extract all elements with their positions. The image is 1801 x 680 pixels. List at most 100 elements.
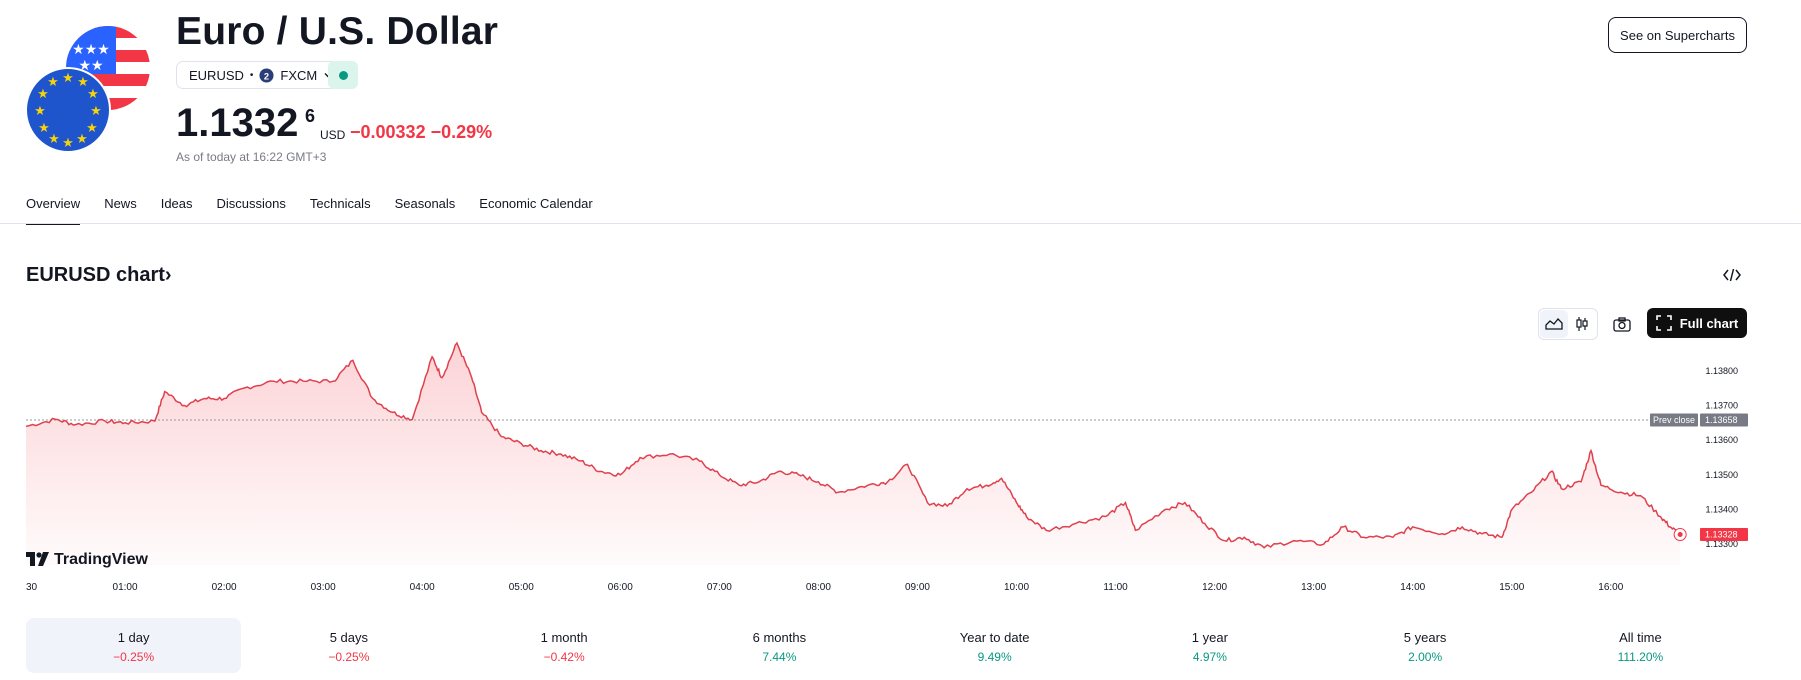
svg-text:★: ★ <box>62 70 74 85</box>
last-price: 1.1332 <box>176 101 299 145</box>
period-label: 6 months <box>752 630 807 645</box>
chart-heading-text: EURUSD chart <box>26 264 165 286</box>
svg-text:★: ★ <box>76 131 88 146</box>
period-change: 111.20% <box>1617 650 1664 664</box>
performance-periods: 1 day −0.25% 5 days −0.25% 1 month −0.42% 6 mo… <box>26 618 1748 673</box>
us-flag-icon: ★★★ ★★ <box>66 26 150 110</box>
chevron-right-icon: › <box>164 264 172 286</box>
tab-overview[interactable]: Overview <box>26 196 81 225</box>
period-label: 1 year <box>1191 630 1228 645</box>
svg-text:★: ★ <box>34 103 46 118</box>
page-title: Euro / U.S. Dollar <box>176 10 499 53</box>
period-change: −0.42% <box>543 650 585 664</box>
period-label: Year to date <box>959 630 1030 645</box>
period-change: −0.25% <box>113 650 155 664</box>
svg-text:★: ★ <box>38 120 50 135</box>
exchange-logo-icon: 2 <box>259 67 274 83</box>
period-button-6-months[interactable]: 6 months 7.44% <box>672 618 887 673</box>
candles-style-button[interactable] <box>1568 310 1596 338</box>
tab-discussions[interactable]: Discussions <box>216 196 286 211</box>
chart-toolbar <box>1538 308 1636 340</box>
price-line <box>25 341 1681 549</box>
x-tick-label: 03:00 <box>311 582 336 593</box>
symbol-label: EURUSD <box>189 67 244 83</box>
period-label: 5 days <box>329 630 369 645</box>
period-button-5-years[interactable]: 5 years 2.00% <box>1318 618 1533 673</box>
tradingview-logo[interactable]: TradingView <box>26 551 149 568</box>
price-chart[interactable]: 1.13800 1.13700 1.13600 1.13500 1.13400 1.133… <box>0 340 1801 600</box>
y-tick-label: 1.13500 <box>1705 470 1738 480</box>
period-change: 9.49% <box>977 650 1012 664</box>
y-tick-label: 1.13600 <box>1705 435 1738 445</box>
period-button-1-year[interactable]: 1 year 4.97% <box>1102 618 1317 673</box>
embed-code-icon[interactable] <box>1722 266 1742 284</box>
last-price-value: 1.13328 <box>1705 529 1738 539</box>
tabs-divider <box>0 223 1801 224</box>
period-button-1-day[interactable]: 1 day −0.25% <box>26 618 242 673</box>
tab-technicals[interactable]: Technicals <box>309 196 371 211</box>
tradingview-brand: TradingView <box>54 551 149 568</box>
x-tick-label: 07:00 <box>707 582 732 593</box>
svg-text:★★: ★★ <box>78 57 103 73</box>
period-label: 1 day <box>117 630 150 645</box>
as-of-timestamp: As of today at 16:22 GMT+3 <box>176 150 327 164</box>
tradingview-logo-icon <box>26 552 49 566</box>
area-style-button[interactable] <box>1540 310 1568 338</box>
last-price-tag: 1.13328 <box>1673 527 1748 541</box>
screenshot-button[interactable] <box>1608 310 1636 338</box>
svg-text:★: ★ <box>86 120 98 135</box>
svg-text:2: 2 <box>264 71 269 81</box>
period-button-5-days[interactable]: 5 days −0.25% <box>241 618 456 673</box>
x-tick-label: 02:00 <box>212 582 237 593</box>
y-tick-label: 1.13300 <box>1705 539 1738 549</box>
svg-text:★★★: ★★★ <box>72 41 110 57</box>
x-tick-label: 16:00 <box>1598 582 1623 593</box>
tab-seasonals[interactable]: Seasonals <box>394 196 456 211</box>
symbol-selector[interactable]: EURUSD • 2 FXCM <box>176 61 347 89</box>
x-tick-label: 01:00 <box>113 582 138 593</box>
svg-text:★: ★ <box>47 74 59 89</box>
market-status-button[interactable] <box>328 61 358 89</box>
period-change: 7.44% <box>762 650 797 664</box>
svg-text:★: ★ <box>37 86 49 101</box>
price-area-fill <box>26 343 1681 565</box>
tab-news[interactable]: News <box>104 196 137 211</box>
candles-icon <box>1576 317 1588 331</box>
svg-text:★: ★ <box>77 74 89 89</box>
market-open-dot-icon <box>338 70 348 80</box>
svg-text:★: ★ <box>48 131 60 146</box>
svg-text:★: ★ <box>87 86 99 101</box>
currency-pair-flags: ★★★ ★★ ★ ★ ★ ★ ★ ★ ★ ★ ★ ★ ★ ★ <box>25 26 150 153</box>
eu-flag-icon: ★ ★ ★ ★ ★ ★ ★ ★ ★ ★ ★ ★ <box>25 67 111 153</box>
prev-close-value: 1.13658 <box>1705 415 1738 425</box>
tab-ideas[interactable]: Ideas <box>160 196 193 211</box>
see-on-supercharts-button[interactable]: See on Supercharts <box>1608 17 1747 53</box>
x-tick-label: 05:00 <box>509 582 534 593</box>
tab-economic-calendar[interactable]: Economic Calendar <box>479 196 593 211</box>
y-tick-label: 1.13700 <box>1705 400 1738 410</box>
x-tick-label: 15:00 <box>1499 582 1524 593</box>
svg-text:★: ★ <box>90 103 102 118</box>
x-tick-label: 13:00 <box>1301 582 1326 593</box>
x-tick-label: 14:00 <box>1400 582 1425 593</box>
period-label: 5 years <box>1403 630 1447 645</box>
period-button-1-month[interactable]: 1 month −0.42% <box>457 618 672 673</box>
x-tick-label: 30 <box>26 582 38 593</box>
separator-dot: • <box>249 69 254 81</box>
full-chart-button[interactable]: Full chart <box>1647 308 1747 338</box>
svg-text:★: ★ <box>62 135 74 150</box>
period-button-year-to-date[interactable]: Year to date 9.49% <box>887 618 1102 673</box>
area-chart-icon <box>1545 318 1563 330</box>
chart-heading-link[interactable]: EURUSD chart› <box>26 264 172 287</box>
price-change: −0.00332 −0.29% <box>350 122 493 142</box>
x-tick-label: 04:00 <box>410 582 435 593</box>
price-currency: USD <box>320 128 346 142</box>
period-button-all-time[interactable]: All time 111.20% <box>1533 618 1748 673</box>
period-label: All time <box>1619 630 1662 645</box>
x-tick-label: 06:00 <box>608 582 633 593</box>
chart-style-toggle <box>1538 308 1598 340</box>
fullscreen-icon <box>1655 315 1672 331</box>
prev-close-tag: Prev close 1.13658 <box>1650 413 1748 427</box>
period-change: 4.97% <box>1192 650 1227 664</box>
period-label: 1 month <box>540 630 588 645</box>
